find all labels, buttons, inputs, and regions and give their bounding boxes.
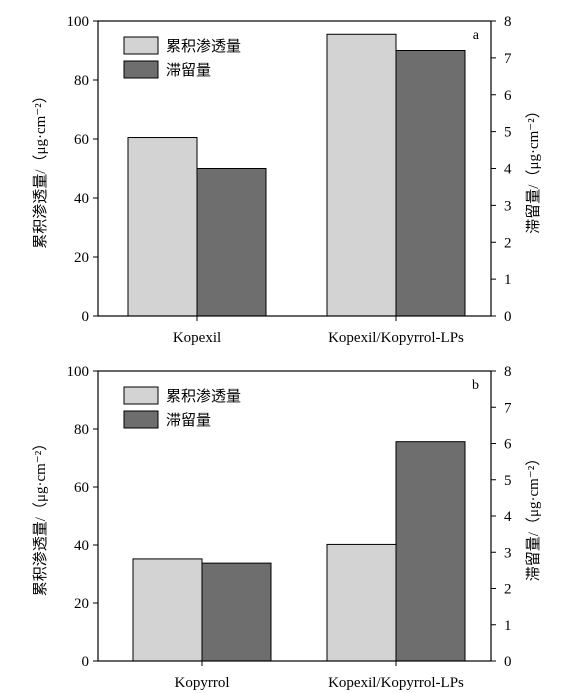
category-label: Kopexil/Kopyrrol-LPs — [328, 675, 464, 691]
right-tick-label: 5 — [504, 473, 512, 489]
legend-swatch-2 — [123, 60, 159, 79]
legend-swatch-1 — [123, 36, 159, 55]
right-tick-label: 1 — [504, 618, 512, 634]
y-axis-label-right: 滞留量/（μg·cm⁻²） — [525, 103, 542, 233]
bar-right-1 — [196, 168, 267, 317]
y-axis-label-left: 累积渗透量/（μg·cm⁻²） — [32, 88, 49, 248]
legend-label-2: 滞留量 — [166, 412, 211, 429]
right-tick-label: 6 — [504, 88, 512, 104]
y-axis-label-right: 滞留量/（μg·cm⁻²） — [525, 451, 542, 581]
bar-left-1 — [132, 558, 203, 662]
y-axis-label-left: 累积渗透量/（μg·cm⁻²） — [32, 436, 49, 596]
bar-right-2 — [395, 50, 466, 317]
category-label: Kopexil/Kopyrrol-LPs — [328, 330, 464, 346]
legend-swatch-2 — [123, 410, 159, 429]
panel-label: a — [473, 28, 480, 43]
category-label: Kopyrrol — [175, 675, 230, 691]
right-tick-label: 2 — [504, 582, 512, 598]
legend-label-2: 滞留量 — [166, 62, 211, 79]
left-tick-label: 40 — [74, 538, 89, 554]
category-label: Kopexil — [173, 330, 221, 346]
panel-label: b — [472, 378, 479, 393]
right-tick-label: 3 — [504, 198, 512, 214]
bar-left-2 — [326, 543, 397, 662]
panel-a: 0 20 40 60 80 100 0 1 2 3 4 5 6 7 8 Kopexil Kopexil/Kopy… — [32, 14, 542, 346]
right-tick-label: 6 — [504, 437, 512, 453]
bar-right-1 — [201, 562, 272, 662]
legend-label-1: 累积渗透量 — [166, 38, 241, 55]
left-tick-label: 40 — [74, 191, 89, 207]
panel-b: 0 20 40 60 80 100 0 1 2 3 4 5 6 7 8 Kopyrrol Kopexil/Kop… — [32, 364, 542, 691]
left-tick-label: 60 — [74, 480, 89, 496]
left-tick-label: 0 — [82, 654, 90, 670]
right-tick-label: 0 — [504, 654, 512, 670]
right-tick-label: 4 — [504, 509, 512, 525]
left-tick-label: 20 — [74, 250, 89, 266]
right-tick-label: 8 — [504, 14, 512, 30]
left-tick-label: 80 — [74, 73, 89, 89]
right-tick-label: 7 — [504, 400, 512, 416]
right-tick-label: 2 — [504, 235, 512, 251]
right-tick-label: 7 — [504, 51, 512, 67]
right-tick-label: 1 — [504, 272, 512, 288]
right-tick-label: 5 — [504, 125, 512, 141]
bar-left-2 — [326, 33, 397, 317]
left-tick-label: 100 — [67, 364, 90, 380]
right-tick-label: 4 — [504, 162, 512, 178]
bar-left-1 — [127, 137, 198, 317]
legend-label-1: 累积渗透量 — [166, 388, 241, 405]
right-tick-label: 3 — [504, 545, 512, 561]
left-tick-label: 100 — [67, 14, 90, 30]
right-tick-label: 0 — [504, 309, 512, 325]
left-tick-label: 60 — [74, 132, 89, 148]
left-tick-label: 0 — [82, 309, 90, 325]
legend-swatch-1 — [123, 386, 159, 405]
left-tick-label: 80 — [74, 422, 89, 438]
bar-right-2 — [395, 441, 466, 662]
left-tick-label: 20 — [74, 596, 89, 612]
right-tick-label: 8 — [504, 364, 512, 380]
